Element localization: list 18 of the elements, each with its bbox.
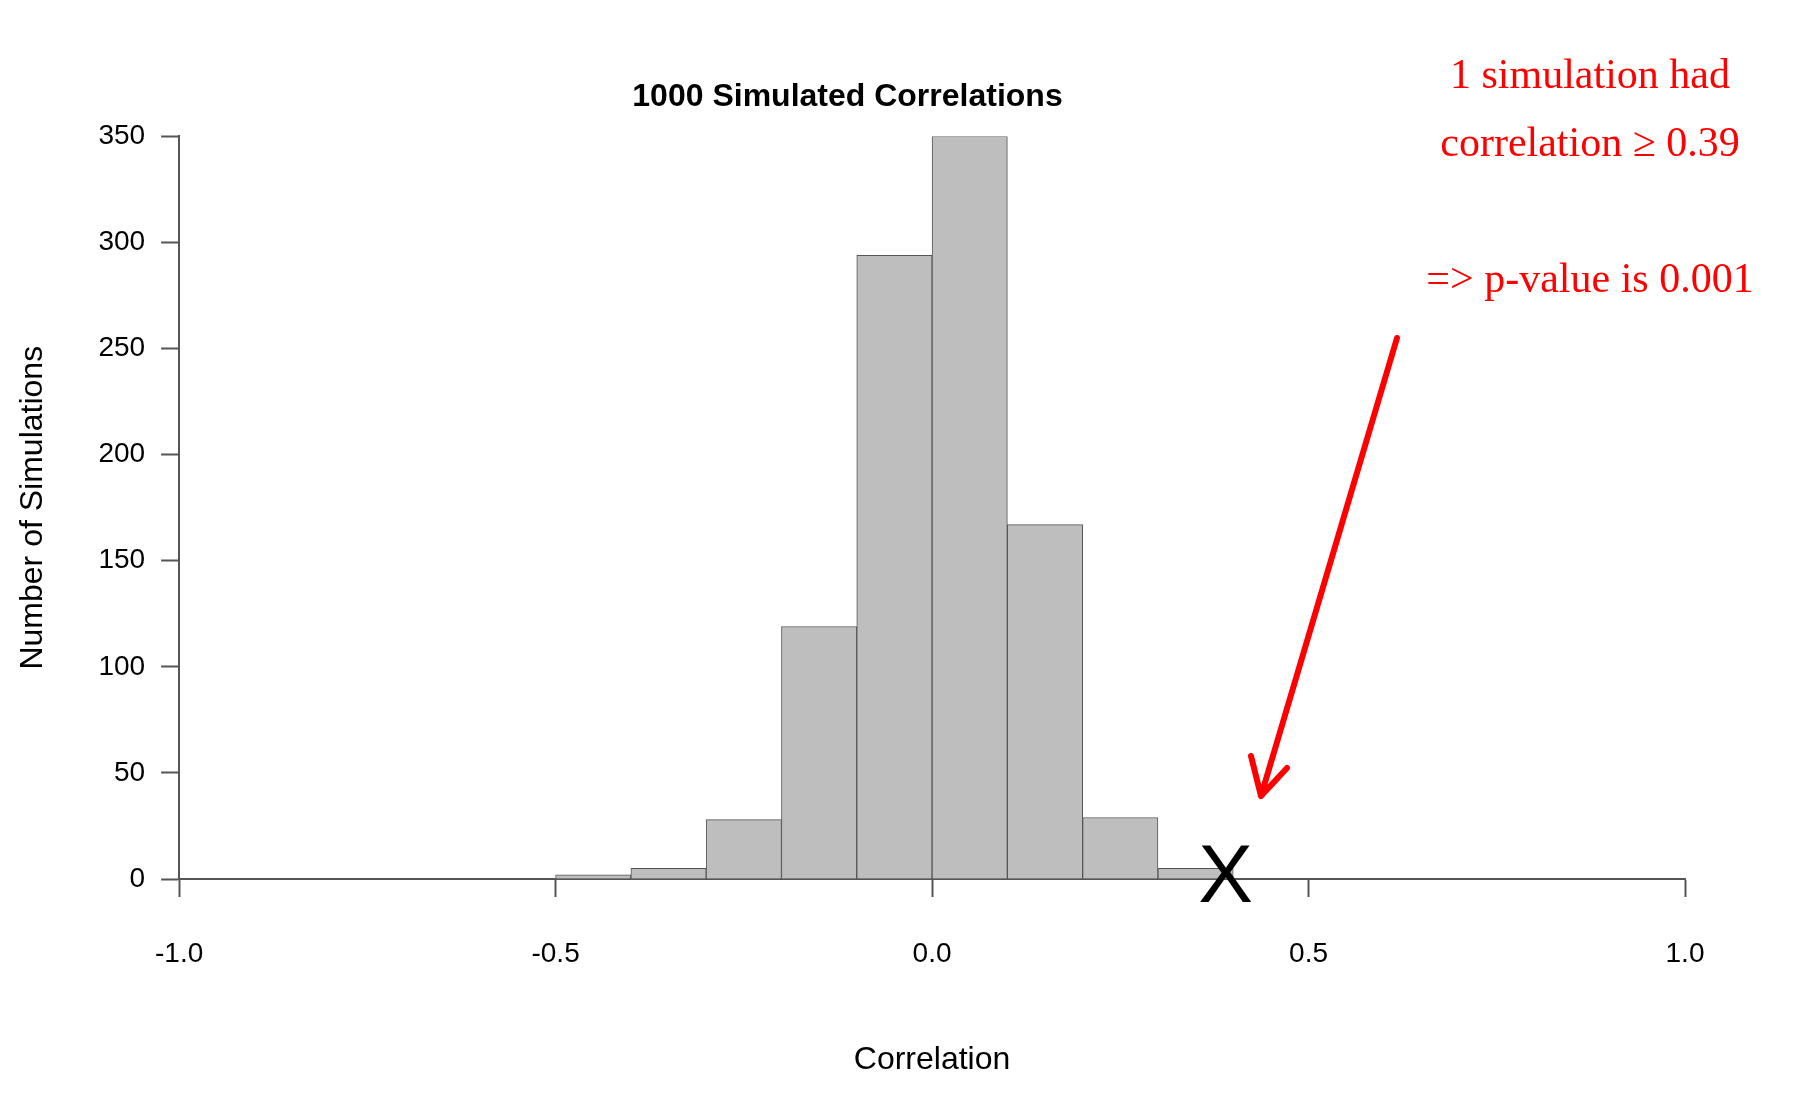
- y-tick-label: 50: [113, 755, 146, 787]
- y-tick-label: 150: [98, 543, 146, 575]
- x-tick-label: -1.0: [154, 936, 204, 968]
- x-tick-label: 1.0: [1665, 936, 1705, 968]
- y-tick-label: 350: [98, 119, 146, 151]
- x-tick-label: 0.0: [912, 936, 952, 968]
- y-axis-title: Number of Simulations: [13, 345, 50, 670]
- y-tick-label: 200: [98, 437, 146, 469]
- y-tick-label: 0: [129, 861, 146, 893]
- y-tick-label: 100: [98, 649, 146, 681]
- annotation: => p-value is 0.001: [1425, 254, 1755, 303]
- x-axis-title: Correlation: [853, 1039, 1011, 1076]
- chart-title: 1000 Simulated Correlations: [632, 77, 1063, 114]
- y-tick-label: 300: [98, 225, 146, 257]
- x-tick-label: 0.5: [1289, 936, 1328, 968]
- x-tick-label: -0.5: [531, 936, 580, 968]
- annotation: 1 simulation had correlation ≥ 0.39: [1439, 50, 1741, 167]
- y-tick-label: 250: [98, 331, 146, 363]
